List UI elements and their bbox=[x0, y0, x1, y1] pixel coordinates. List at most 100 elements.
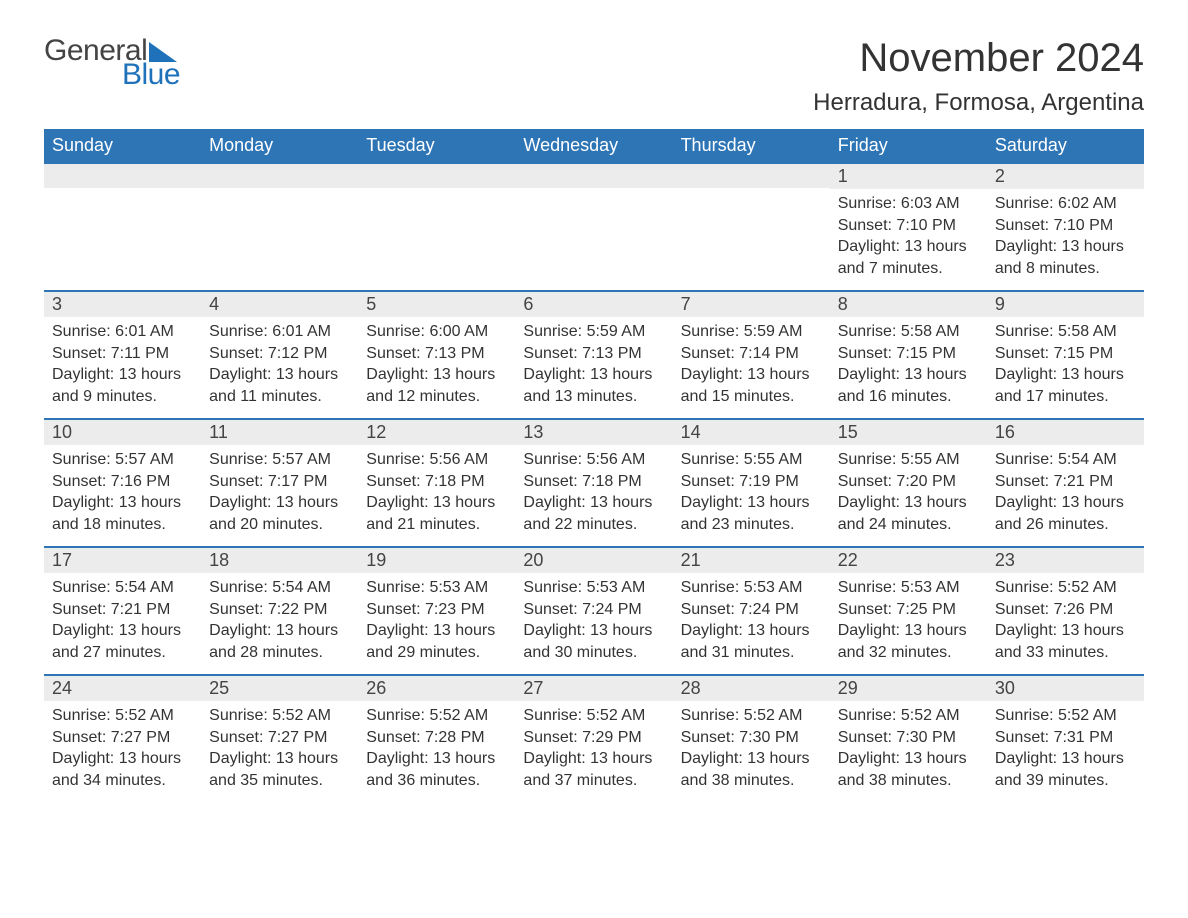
day-details: Sunrise: 5:52 AMSunset: 7:26 PMDaylight:… bbox=[987, 573, 1144, 671]
day-number: 25 bbox=[201, 674, 358, 701]
day-detail-line: Daylight: 13 hours and 38 minutes. bbox=[838, 748, 979, 791]
weekday-header: Monday bbox=[201, 129, 358, 162]
day-detail-line: Daylight: 13 hours and 11 minutes. bbox=[209, 364, 350, 407]
sunrise-label: Sunrise: bbox=[366, 451, 425, 468]
sunrise-label: Sunrise: bbox=[838, 579, 897, 596]
calendar-day-cell: 26Sunrise: 5:52 AMSunset: 7:28 PMDayligh… bbox=[358, 674, 515, 802]
day-details: Sunrise: 5:59 AMSunset: 7:13 PMDaylight:… bbox=[515, 317, 672, 415]
calendar-empty-cell bbox=[515, 162, 672, 290]
sunset-value: 7:18 PM bbox=[425, 473, 485, 490]
day-detail-line: Sunrise: 5:56 AM bbox=[523, 449, 664, 471]
day-detail-line: Sunset: 7:19 PM bbox=[681, 471, 822, 493]
day-detail-line: Daylight: 13 hours and 36 minutes. bbox=[366, 748, 507, 791]
daylight-label: Daylight: bbox=[52, 622, 114, 639]
day-detail-line: Daylight: 13 hours and 35 minutes. bbox=[209, 748, 350, 791]
sunrise-value: 5:54 AM bbox=[272, 579, 331, 596]
sunrise-label: Sunrise: bbox=[995, 323, 1054, 340]
sunrise-label: Sunrise: bbox=[52, 323, 111, 340]
day-details: Sunrise: 6:00 AMSunset: 7:13 PMDaylight:… bbox=[358, 317, 515, 415]
sunrise-value: 5:53 AM bbox=[901, 579, 960, 596]
sunset-value: 7:23 PM bbox=[425, 601, 485, 618]
sunset-label: Sunset: bbox=[995, 345, 1049, 362]
sunset-label: Sunset: bbox=[52, 345, 106, 362]
day-detail-line: Sunrise: 5:52 AM bbox=[52, 705, 193, 727]
daylight-label: Daylight: bbox=[209, 366, 271, 383]
sunrise-label: Sunrise: bbox=[838, 451, 897, 468]
day-details: Sunrise: 5:52 AMSunset: 7:29 PMDaylight:… bbox=[515, 701, 672, 799]
calendar-day-cell: 27Sunrise: 5:52 AMSunset: 7:29 PMDayligh… bbox=[515, 674, 672, 802]
day-details: Sunrise: 5:57 AMSunset: 7:16 PMDaylight:… bbox=[44, 445, 201, 543]
sunrise-value: 5:52 AM bbox=[272, 707, 331, 724]
day-detail-line: Sunrise: 5:52 AM bbox=[209, 705, 350, 727]
day-detail-line: Sunrise: 5:55 AM bbox=[681, 449, 822, 471]
empty-day-header bbox=[673, 162, 830, 188]
day-detail-line: Sunset: 7:29 PM bbox=[523, 727, 664, 749]
day-number: 20 bbox=[515, 546, 672, 573]
sunrise-value: 5:52 AM bbox=[587, 707, 646, 724]
day-detail-line: Sunset: 7:18 PM bbox=[523, 471, 664, 493]
sunrise-label: Sunrise: bbox=[681, 707, 740, 724]
sunset-value: 7:27 PM bbox=[111, 729, 171, 746]
sunrise-label: Sunrise: bbox=[366, 323, 425, 340]
daylight-label: Daylight: bbox=[523, 622, 585, 639]
sunrise-value: 5:55 AM bbox=[744, 451, 803, 468]
sunset-value: 7:20 PM bbox=[896, 473, 956, 490]
brand-part2: Blue bbox=[122, 60, 180, 90]
month-title: November 2024 bbox=[813, 36, 1144, 81]
weekday-header: Wednesday bbox=[515, 129, 672, 162]
sunset-label: Sunset: bbox=[523, 601, 577, 618]
brand-logo: General Blue bbox=[44, 36, 180, 90]
daylight-label: Daylight: bbox=[995, 494, 1057, 511]
day-details: Sunrise: 5:54 AMSunset: 7:22 PMDaylight:… bbox=[201, 573, 358, 671]
daylight-label: Daylight: bbox=[995, 622, 1057, 639]
day-detail-line: Daylight: 13 hours and 8 minutes. bbox=[995, 236, 1136, 279]
day-detail-line: Sunrise: 5:59 AM bbox=[681, 321, 822, 343]
day-details: Sunrise: 6:02 AMSunset: 7:10 PMDaylight:… bbox=[987, 189, 1144, 287]
day-detail-line: Daylight: 13 hours and 24 minutes. bbox=[838, 492, 979, 535]
day-detail-line: Sunset: 7:11 PM bbox=[52, 343, 193, 365]
sunset-value: 7:22 PM bbox=[268, 601, 328, 618]
sunrise-value: 5:56 AM bbox=[429, 451, 488, 468]
daylight-label: Daylight: bbox=[681, 750, 743, 767]
day-number: 5 bbox=[358, 290, 515, 317]
day-details: Sunrise: 6:03 AMSunset: 7:10 PMDaylight:… bbox=[830, 189, 987, 287]
sunset-label: Sunset: bbox=[995, 729, 1049, 746]
calendar-day-cell: 18Sunrise: 5:54 AMSunset: 7:22 PMDayligh… bbox=[201, 546, 358, 674]
day-detail-line: Daylight: 13 hours and 21 minutes. bbox=[366, 492, 507, 535]
day-number: 27 bbox=[515, 674, 672, 701]
daylight-label: Daylight: bbox=[838, 750, 900, 767]
sunrise-value: 5:52 AM bbox=[1058, 707, 1117, 724]
day-number: 6 bbox=[515, 290, 672, 317]
sunrise-value: 5:57 AM bbox=[272, 451, 331, 468]
day-detail-line: Sunrise: 6:01 AM bbox=[52, 321, 193, 343]
day-details: Sunrise: 5:52 AMSunset: 7:31 PMDaylight:… bbox=[987, 701, 1144, 799]
calendar-empty-cell bbox=[673, 162, 830, 290]
weekday-header: Friday bbox=[830, 129, 987, 162]
day-detail-line: Sunrise: 5:54 AM bbox=[209, 577, 350, 599]
sunset-value: 7:29 PM bbox=[582, 729, 642, 746]
day-detail-line: Daylight: 13 hours and 39 minutes. bbox=[995, 748, 1136, 791]
calendar-day-cell: 7Sunrise: 5:59 AMSunset: 7:14 PMDaylight… bbox=[673, 290, 830, 418]
daylight-label: Daylight: bbox=[52, 494, 114, 511]
day-number: 26 bbox=[358, 674, 515, 701]
calendar-day-cell: 29Sunrise: 5:52 AMSunset: 7:30 PMDayligh… bbox=[830, 674, 987, 802]
calendar-day-cell: 16Sunrise: 5:54 AMSunset: 7:21 PMDayligh… bbox=[987, 418, 1144, 546]
sunset-label: Sunset: bbox=[366, 729, 420, 746]
day-detail-line: Daylight: 13 hours and 17 minutes. bbox=[995, 364, 1136, 407]
calendar-day-cell: 30Sunrise: 5:52 AMSunset: 7:31 PMDayligh… bbox=[987, 674, 1144, 802]
day-detail-line: Sunrise: 6:00 AM bbox=[366, 321, 507, 343]
calendar-day-cell: 14Sunrise: 5:55 AMSunset: 7:19 PMDayligh… bbox=[673, 418, 830, 546]
sunrise-label: Sunrise: bbox=[52, 579, 111, 596]
daylight-label: Daylight: bbox=[52, 750, 114, 767]
day-details: Sunrise: 5:52 AMSunset: 7:30 PMDaylight:… bbox=[673, 701, 830, 799]
daylight-label: Daylight: bbox=[995, 238, 1057, 255]
day-detail-line: Sunset: 7:24 PM bbox=[681, 599, 822, 621]
day-detail-line: Sunrise: 5:52 AM bbox=[366, 705, 507, 727]
sunrise-value: 5:53 AM bbox=[429, 579, 488, 596]
day-detail-line: Sunrise: 5:52 AM bbox=[995, 577, 1136, 599]
day-number: 23 bbox=[987, 546, 1144, 573]
calendar-day-cell: 4Sunrise: 6:01 AMSunset: 7:12 PMDaylight… bbox=[201, 290, 358, 418]
day-details: Sunrise: 5:53 AMSunset: 7:25 PMDaylight:… bbox=[830, 573, 987, 671]
day-detail-line: Sunset: 7:30 PM bbox=[681, 727, 822, 749]
calendar-day-cell: 15Sunrise: 5:55 AMSunset: 7:20 PMDayligh… bbox=[830, 418, 987, 546]
